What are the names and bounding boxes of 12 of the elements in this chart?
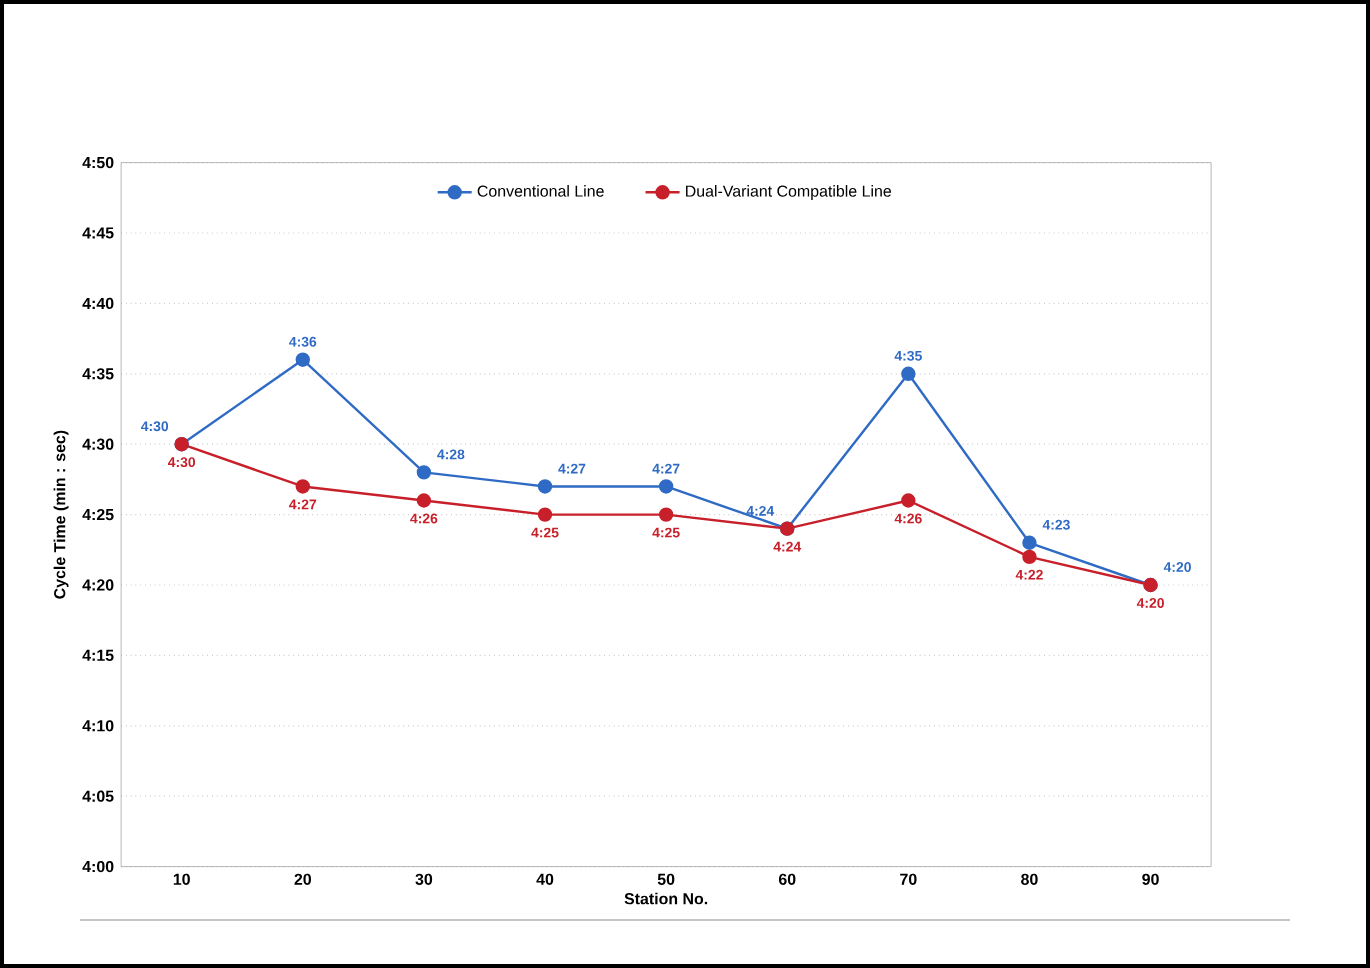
point — [295, 479, 310, 494]
point — [416, 493, 432, 508]
point — [537, 507, 553, 522]
point — [658, 479, 674, 494]
point — [1022, 549, 1037, 565]
point — [901, 493, 916, 508]
point — [416, 465, 432, 480]
point — [658, 507, 674, 522]
point — [295, 352, 310, 367]
point — [901, 366, 916, 381]
point — [1022, 535, 1037, 550]
point — [537, 479, 553, 494]
